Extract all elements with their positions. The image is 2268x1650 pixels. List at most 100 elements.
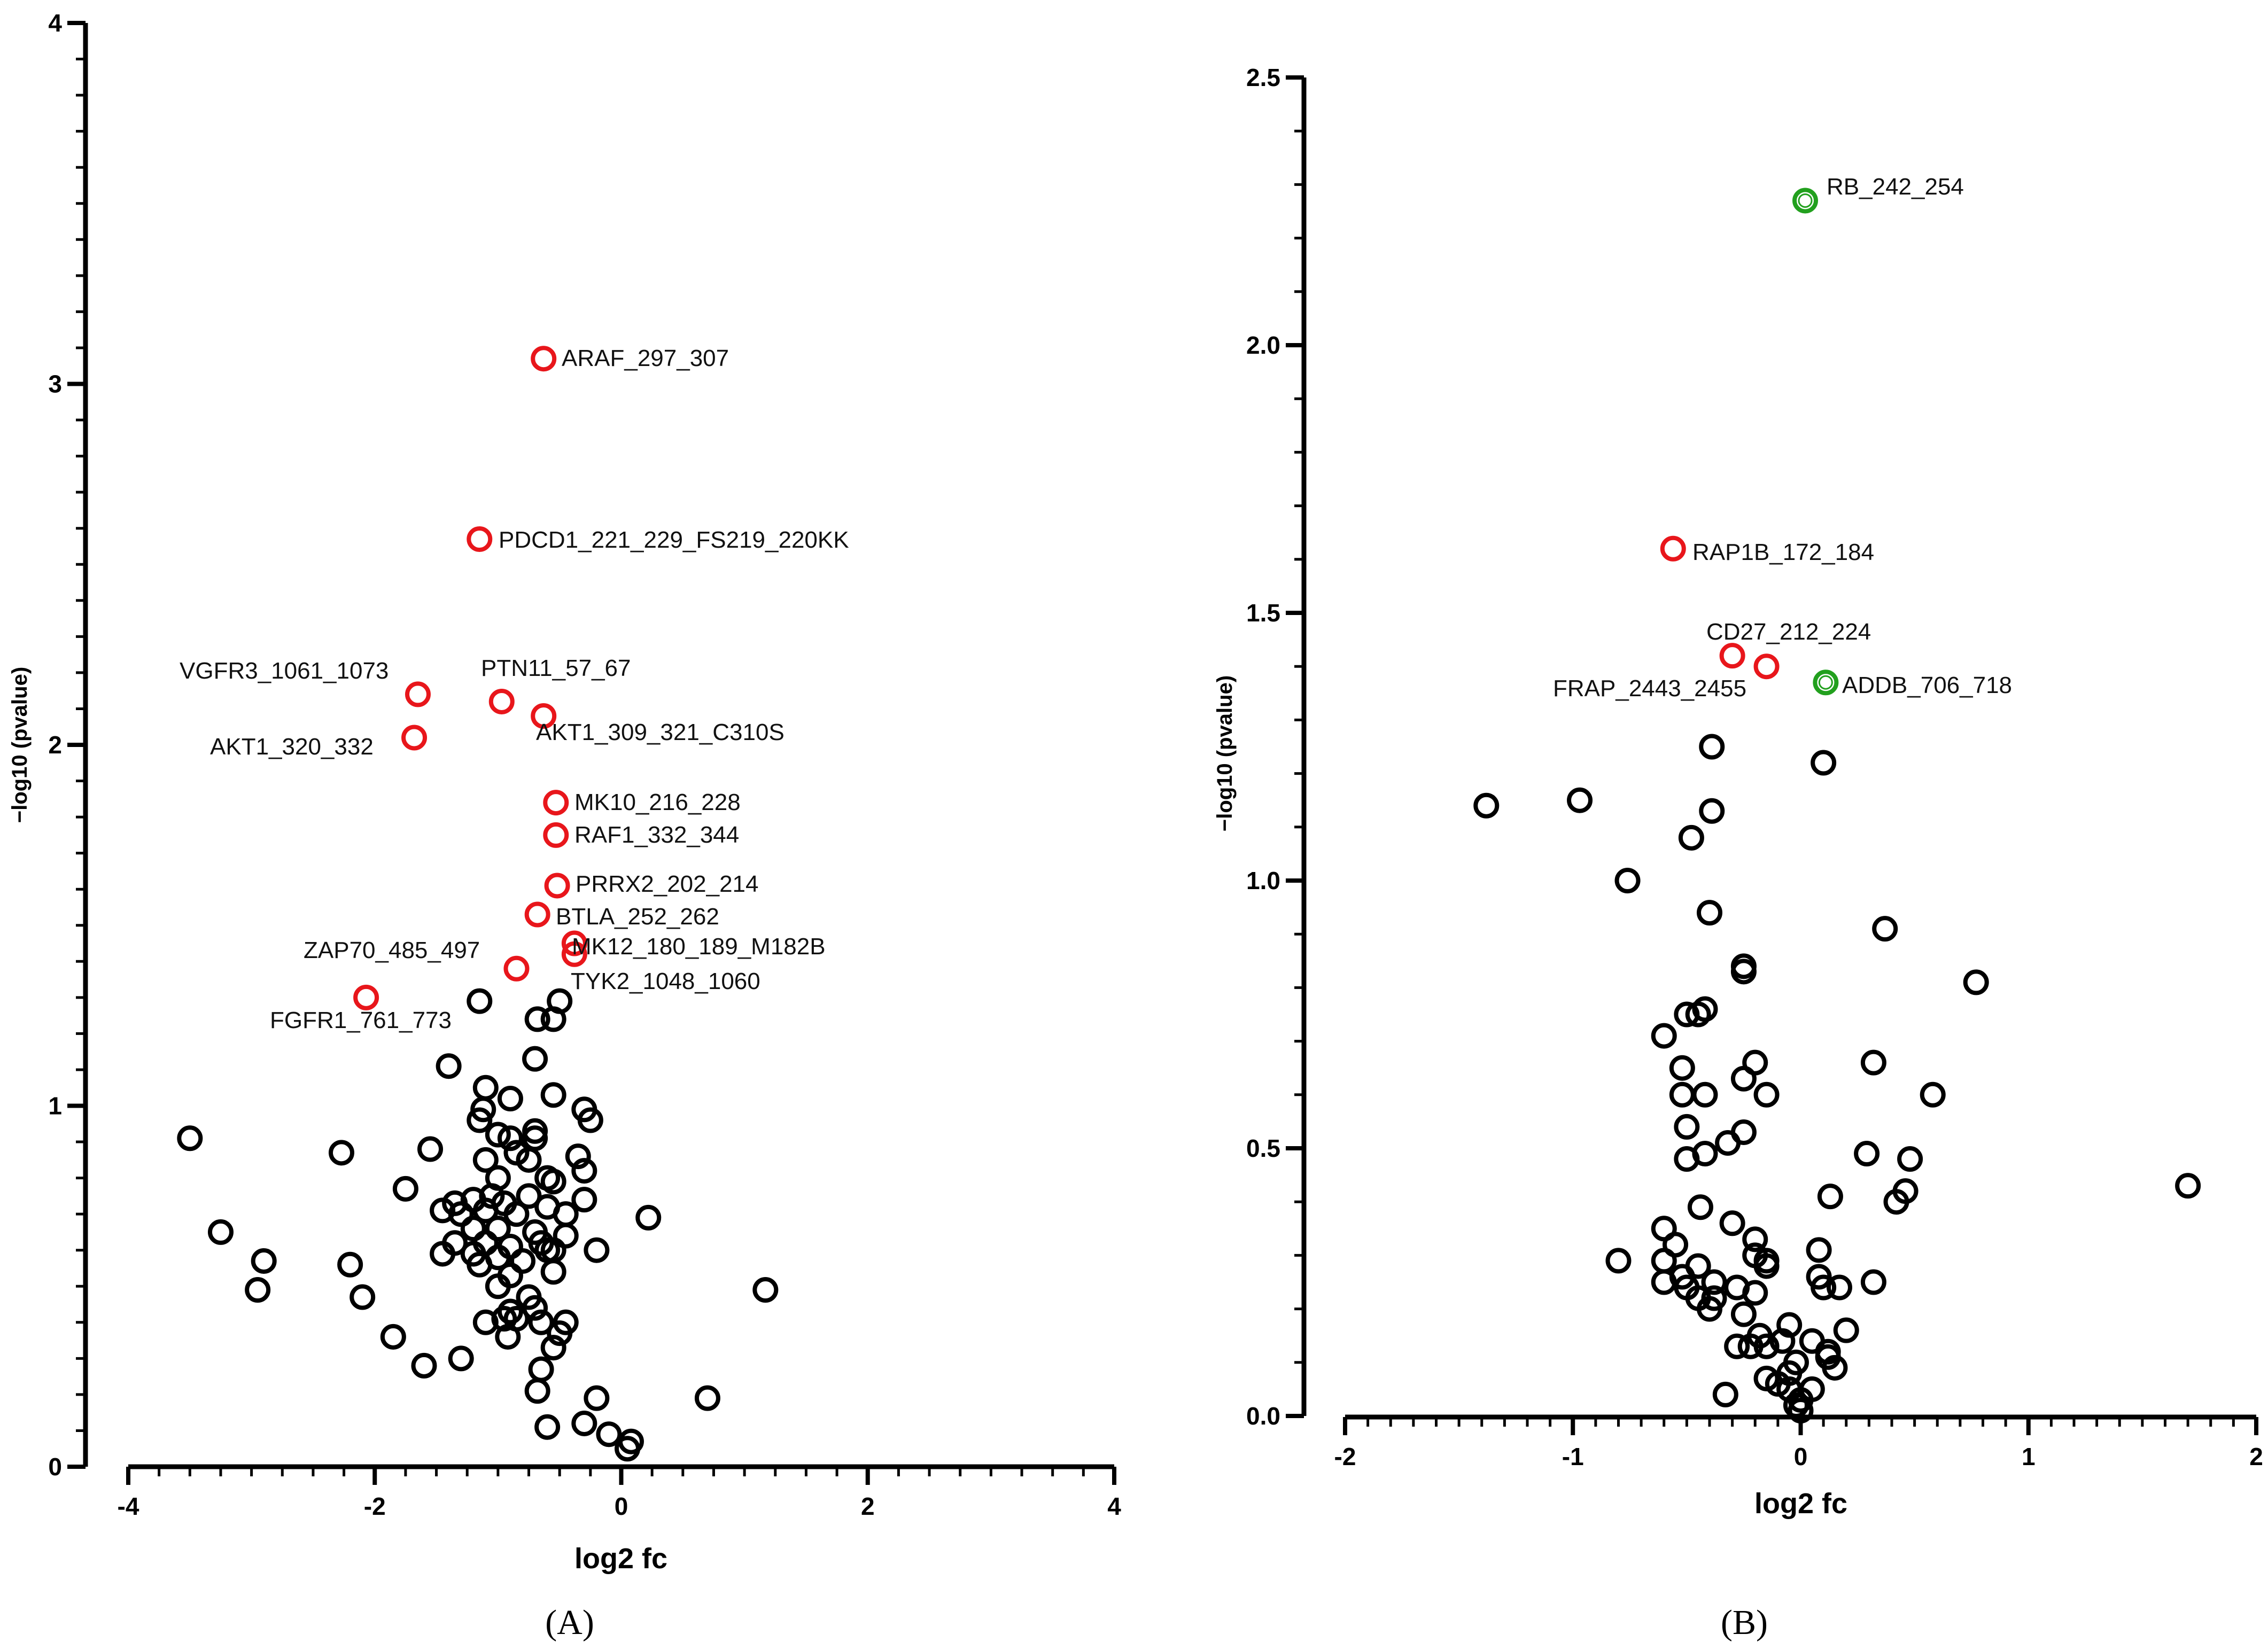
data-point [596,1421,622,1447]
highlighted-point [1719,643,1745,669]
data-point [472,1075,499,1101]
data-point [1753,1333,1780,1359]
point-label: MK10_216_228 [574,789,741,815]
data-point [571,1410,597,1436]
data-point [1687,1194,1713,1220]
data-point [547,1320,573,1347]
point-label: RB_242_254 [1827,174,1964,200]
data-point [1806,1237,1832,1263]
data-point [448,1345,474,1372]
x-axis-title: log2 fc [1754,1488,1847,1520]
highlighted-point [561,941,587,967]
x-tick-label: 2 [861,1492,875,1520]
data-point [1826,1274,1852,1301]
data-point [495,1324,521,1350]
panel-a-points [177,346,779,1462]
y-tick-label: 1.5 [1246,599,1280,627]
highlighted-point [543,822,569,848]
y-axis-title: −log10 (pvalue) [8,667,32,823]
data-point [1730,1065,1757,1092]
point-label: FRAP_2443_2455 [1553,675,1746,702]
highlighted-point [353,984,379,1010]
panel-a: 0 1 2 3 4 -4 -2 0 2 4 log2 fc −log10 (pvalue) ARAF_… [8,9,1121,1575]
highlighted-point [503,955,530,982]
panel-a-label: (A) [545,1603,594,1642]
point-label: RAP1B_172_184 [1692,539,1874,565]
data-point [510,1248,535,1274]
panel-b-point-labels: RB_242_254 RAP1B_172_184 CD27_212_224 FR… [1553,174,2012,702]
data-point [177,1125,203,1151]
data-point [1854,1141,1880,1167]
highlighted-point [1753,653,1780,680]
data-point [430,1241,456,1267]
data-point [528,1356,554,1382]
highlighted-point-inner [1818,675,1833,690]
point-label: AKT1_320_332 [210,734,374,760]
point-label: MK12_180_189_M182B [572,933,826,960]
data-point [1742,1280,1768,1306]
highlighted-point [405,681,431,707]
data-point [485,1216,511,1242]
y-tick-label: 0 [48,1453,62,1481]
data-point [349,1284,376,1310]
y-tick-label: 0.5 [1246,1134,1280,1162]
y-tick-label: 2.5 [1246,64,1280,91]
data-point [1614,868,1641,893]
data-point [1605,1248,1632,1274]
data-point [1737,1333,1764,1359]
data-point [1674,1146,1700,1172]
panel-a-axes: 0 1 2 3 4 -4 -2 0 2 4 log2 fc −log10 (pvalue) [8,9,1121,1575]
point-label: TYK2_1048_1060 [571,968,760,994]
data-point [2175,1173,2201,1199]
data-point [1860,1269,1886,1295]
point-label: VGFR3_1061_1073 [180,658,389,684]
data-point [577,1107,603,1133]
data-point [460,1216,486,1242]
x-tick-label: 2 [2249,1443,2263,1470]
highlighted-point [1813,670,1839,696]
data-point [497,1085,523,1111]
data-point [392,1176,418,1202]
data-point [1860,1049,1886,1076]
data-point [553,1201,579,1227]
highlighted-point [524,901,550,928]
data-point [516,1147,542,1173]
data-point [411,1352,437,1379]
data-point [472,1309,499,1335]
data-point [1753,1081,1780,1108]
y-tick-label: 0.0 [1246,1402,1280,1430]
data-point [1701,1269,1727,1295]
data-point [540,1335,566,1361]
data-point [1685,1001,1711,1028]
data-point [524,1378,550,1404]
data-point [1715,1130,1741,1156]
highlighted-point [561,930,587,956]
data-point [1963,969,1989,995]
data-point [584,1385,610,1411]
panel-a-point-labels: ARAF_297_307 PDCD1_221_229_FS219_220KK V… [180,345,849,1033]
data-point [1678,824,1704,851]
data-point [522,1118,548,1144]
data-point [752,1277,779,1303]
x-tick-label: 0 [615,1492,628,1520]
point-label: CD27_212_224 [1706,619,1871,645]
data-point [1872,916,1898,942]
data-point [1753,1253,1780,1279]
data-point [1699,798,1725,824]
data-point [1651,1248,1677,1274]
data-point [584,1237,610,1263]
panel-b-points [1473,188,2201,1423]
data-point [1730,1301,1757,1327]
data-point [251,1248,277,1274]
data-point [522,1046,548,1072]
data-point [472,1147,499,1173]
data-point [571,1158,597,1184]
highlighted-point [543,790,569,816]
data-point [1567,787,1593,813]
highlighted-point [531,346,557,372]
data-point [540,1006,566,1032]
data-point [1719,1210,1745,1236]
data-point [245,1277,271,1303]
data-point [1699,734,1725,760]
